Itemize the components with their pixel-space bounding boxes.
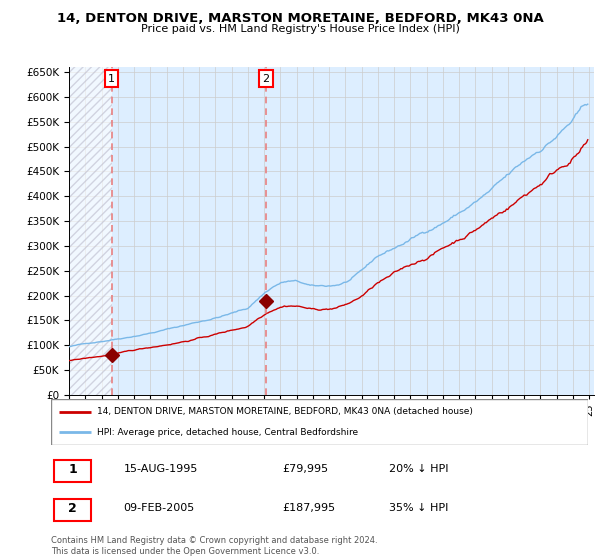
Text: £187,995: £187,995 bbox=[282, 503, 335, 514]
Text: Contains HM Land Registry data © Crown copyright and database right 2024.
This d: Contains HM Land Registry data © Crown c… bbox=[51, 536, 377, 556]
Text: 2: 2 bbox=[262, 74, 269, 83]
Text: 20% ↓ HPI: 20% ↓ HPI bbox=[389, 464, 449, 474]
Text: 14, DENTON DRIVE, MARSTON MORETAINE, BEDFORD, MK43 0NA: 14, DENTON DRIVE, MARSTON MORETAINE, BED… bbox=[56, 12, 544, 25]
Text: 2: 2 bbox=[68, 502, 77, 515]
Text: £79,995: £79,995 bbox=[282, 464, 328, 474]
Text: 15-AUG-1995: 15-AUG-1995 bbox=[124, 464, 198, 474]
Text: 09-FEB-2005: 09-FEB-2005 bbox=[124, 503, 195, 514]
Bar bbox=[69, 67, 112, 395]
Text: 14, DENTON DRIVE, MARSTON MORETAINE, BEDFORD, MK43 0NA (detached house): 14, DENTON DRIVE, MARSTON MORETAINE, BED… bbox=[97, 407, 473, 416]
Text: Price paid vs. HM Land Registry's House Price Index (HPI): Price paid vs. HM Land Registry's House … bbox=[140, 24, 460, 34]
Bar bbox=[53, 500, 91, 521]
Text: 1: 1 bbox=[68, 463, 77, 475]
Text: 35% ↓ HPI: 35% ↓ HPI bbox=[389, 503, 449, 514]
Text: 1: 1 bbox=[108, 74, 115, 83]
Bar bbox=[53, 460, 91, 482]
Text: HPI: Average price, detached house, Central Bedfordshire: HPI: Average price, detached house, Cent… bbox=[97, 428, 358, 437]
